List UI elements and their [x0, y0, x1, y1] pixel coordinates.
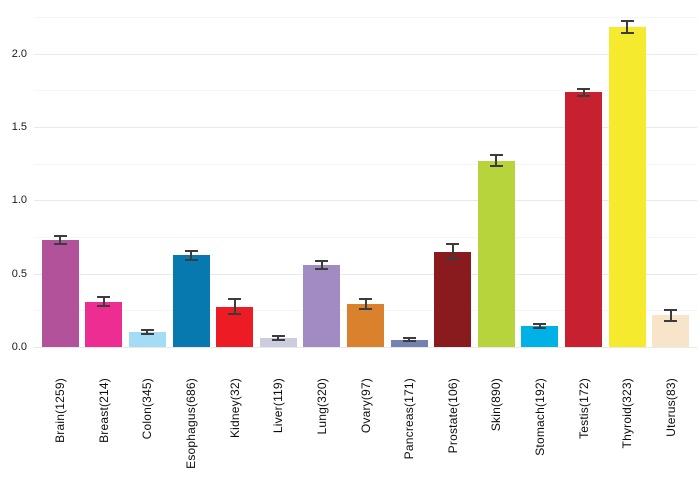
x-category-label: Liver(119) [271, 378, 285, 434]
gridline-minor [34, 163, 697, 165]
plot-area [34, 0, 697, 348]
gridline-major [34, 200, 697, 202]
gridline-major [34, 273, 697, 275]
error-bar-cap [315, 260, 328, 263]
y-tick-label: 1.5 [11, 120, 27, 133]
gridline-minor [34, 236, 697, 238]
error-bar-whisker [321, 261, 323, 270]
error-bar-cap [446, 243, 459, 245]
y-tick-label: 1.0 [11, 194, 27, 207]
x-category-label: Esophagus(686) [184, 378, 198, 469]
error-bar-cap [577, 87, 590, 90]
bar-stomach [521, 325, 558, 347]
x-category-label: Prostate(106) [446, 378, 460, 454]
error-bar-whisker [146, 329, 148, 334]
bar-testis [565, 92, 602, 347]
x-category-label: Stomach(192) [533, 378, 547, 456]
error-bar-cap [359, 298, 372, 301]
bar-lung [303, 265, 340, 347]
x-category-label: Brain(1259) [53, 378, 67, 443]
error-bar-cap [664, 308, 677, 311]
error-bar-cap [403, 339, 416, 342]
bar-breast [85, 301, 122, 347]
error-bar-cap [185, 258, 198, 261]
error-bar-whisker [626, 21, 628, 34]
x-category-label: Breast(214) [97, 378, 111, 443]
x-category-label: Colon(345) [140, 378, 154, 440]
error-bar-cap [315, 268, 328, 271]
x-category-label: Thyroid(323) [620, 378, 634, 449]
error-bar-cap [141, 332, 154, 335]
error-bar-cap [403, 337, 416, 340]
error-bar-cap [359, 308, 372, 311]
bar-ovary [347, 304, 384, 347]
x-category-label: Uterus(83) [664, 378, 678, 437]
error-bar-cap [446, 258, 459, 261]
error-bar-whisker [670, 309, 672, 322]
error-bar-whisker [583, 88, 585, 96]
bar-liver [260, 337, 297, 347]
gridline-major [34, 53, 697, 55]
error-bar-whisker [59, 235, 61, 244]
error-bar-cap [228, 298, 241, 301]
bar-thyroid [609, 27, 646, 347]
x-category-label: Kidney(32) [228, 378, 242, 439]
error-bar-whisker [408, 338, 410, 341]
error-bar-whisker [103, 297, 105, 306]
bar-brain [42, 239, 79, 347]
x-category-label: Ovary(97) [359, 378, 373, 434]
error-bar-cap [272, 334, 285, 337]
error-bar-cap [97, 296, 110, 299]
error-bar-cap [533, 326, 546, 329]
error-bar-cap [621, 32, 634, 35]
x-category-label: Pancreas(171) [402, 378, 416, 460]
y-tick-label: 0.0 [11, 341, 27, 353]
gridline-minor [34, 90, 697, 92]
error-bar-whisker [365, 299, 367, 310]
error-bar-whisker [277, 335, 279, 340]
error-bar-cap [228, 312, 241, 315]
error-bar-whisker [452, 244, 454, 260]
error-bar-cap [533, 322, 546, 325]
error-bar-whisker [539, 323, 541, 328]
bar-pancreas [391, 339, 428, 347]
error-bar-cap [490, 164, 503, 167]
x-category-label: Skin(890) [489, 378, 503, 432]
x-category-label: Lung(320) [315, 378, 329, 435]
error-bar-cap [54, 234, 67, 237]
bar-prostate [434, 251, 471, 347]
error-bar-cap [621, 20, 634, 23]
bar-skin [478, 160, 515, 347]
error-bar-whisker [495, 155, 497, 166]
y-tick-label: 2.0 [11, 47, 27, 60]
bar-esophagus [173, 255, 210, 347]
error-bar-cap [664, 320, 677, 323]
bar-colon [129, 331, 166, 347]
x-category-label: Testis(172) [577, 378, 591, 439]
error-bar-cap [185, 250, 198, 253]
error-bar-whisker [190, 251, 192, 260]
error-bar-cap [272, 338, 285, 341]
gridline-major [34, 347, 697, 348]
error-bar-cap [577, 94, 590, 97]
error-bar-whisker [234, 299, 236, 314]
error-bar-cap [97, 304, 110, 307]
error-bar-cap [141, 328, 154, 331]
error-bar-cap [490, 154, 503, 157]
gridline-minor [34, 16, 697, 18]
error-bar-cap [54, 243, 67, 245]
y-tick-label: 0.5 [11, 267, 27, 280]
gridline-major [34, 126, 697, 128]
